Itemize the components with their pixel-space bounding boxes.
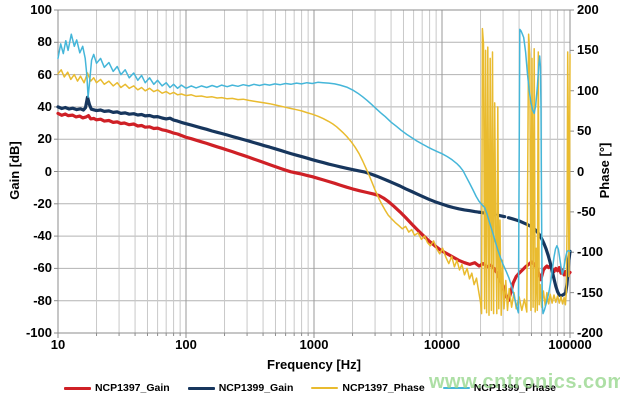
series-NCP1397_Gain [56,111,572,303]
legend-label: NCP1399_Gain [218,382,294,394]
y-right-tick-label: 0 [577,163,585,179]
y-right-tick-label: -200 [577,325,604,340]
y-left-tick-label: -100 [25,325,52,340]
legend-item-NCP1397_Gain: NCP1397_Gain [63,382,170,394]
legend-line-swatch [311,387,339,389]
x-tick-label: 100 [175,337,197,352]
legend-item-NCP1399_Gain: NCP1399_Gain [187,382,294,394]
series-NCP1397_Phase [57,27,571,316]
x-tick-label: 10 [50,337,66,352]
legend-label: NCP1397_Phase [342,382,425,394]
y-right-tick-label: -100 [577,244,604,260]
x-tick-label: 10000 [423,337,461,352]
y-right-tick-label: -50 [577,203,596,219]
legend-label: NCP1397_Gain [94,382,170,394]
y-left-tick-label: 100 [30,2,52,17]
legend-line-swatch [187,386,215,390]
watermark: www.cntronics.com [429,371,620,393]
x-tick-label: 1000 [299,337,329,352]
series-NCP1399_Phase [57,28,571,315]
x-tick-label: 100000 [548,337,592,352]
y-left-tick-label: 40 [37,98,52,114]
legend-line-swatch [63,386,91,390]
legend-item-NCP1399_Phase: NCP1399_Phase [442,382,557,394]
y-left-tick-label: 20 [37,131,52,147]
y-right-tick-label: 100 [577,82,599,98]
y-left-tick-label: 60 [37,66,52,82]
legend-item-NCP1397_Phase: NCP1397_Phase [311,382,425,394]
y-left-tick-label: 80 [37,34,52,50]
y-left-tick-label: 0 [44,163,52,179]
y-right-tick-label: 50 [577,123,592,139]
legend: NCP1397_Gain NCP1399_Gain NCP1397_Phase NCP… [0,382,620,394]
series-NCP1399_Gain [56,95,481,214]
y-left-tick-label: -40 [33,228,52,244]
legend-label: NCP1399_Phase [473,382,557,394]
legend-line-swatch [442,387,470,389]
y-right-tick-label: -150 [577,284,604,300]
x-axis-title: Frequency [Hz] [267,357,361,372]
y-left-tick-label: -80 [33,292,52,308]
y-left-tick-label: -60 [33,260,52,276]
y-right-tick-label: 200 [577,2,599,17]
series-NCP1399_Gain [506,216,572,298]
y-left-tick-label: -20 [33,195,52,211]
y-right-tick-label: 150 [577,42,599,58]
